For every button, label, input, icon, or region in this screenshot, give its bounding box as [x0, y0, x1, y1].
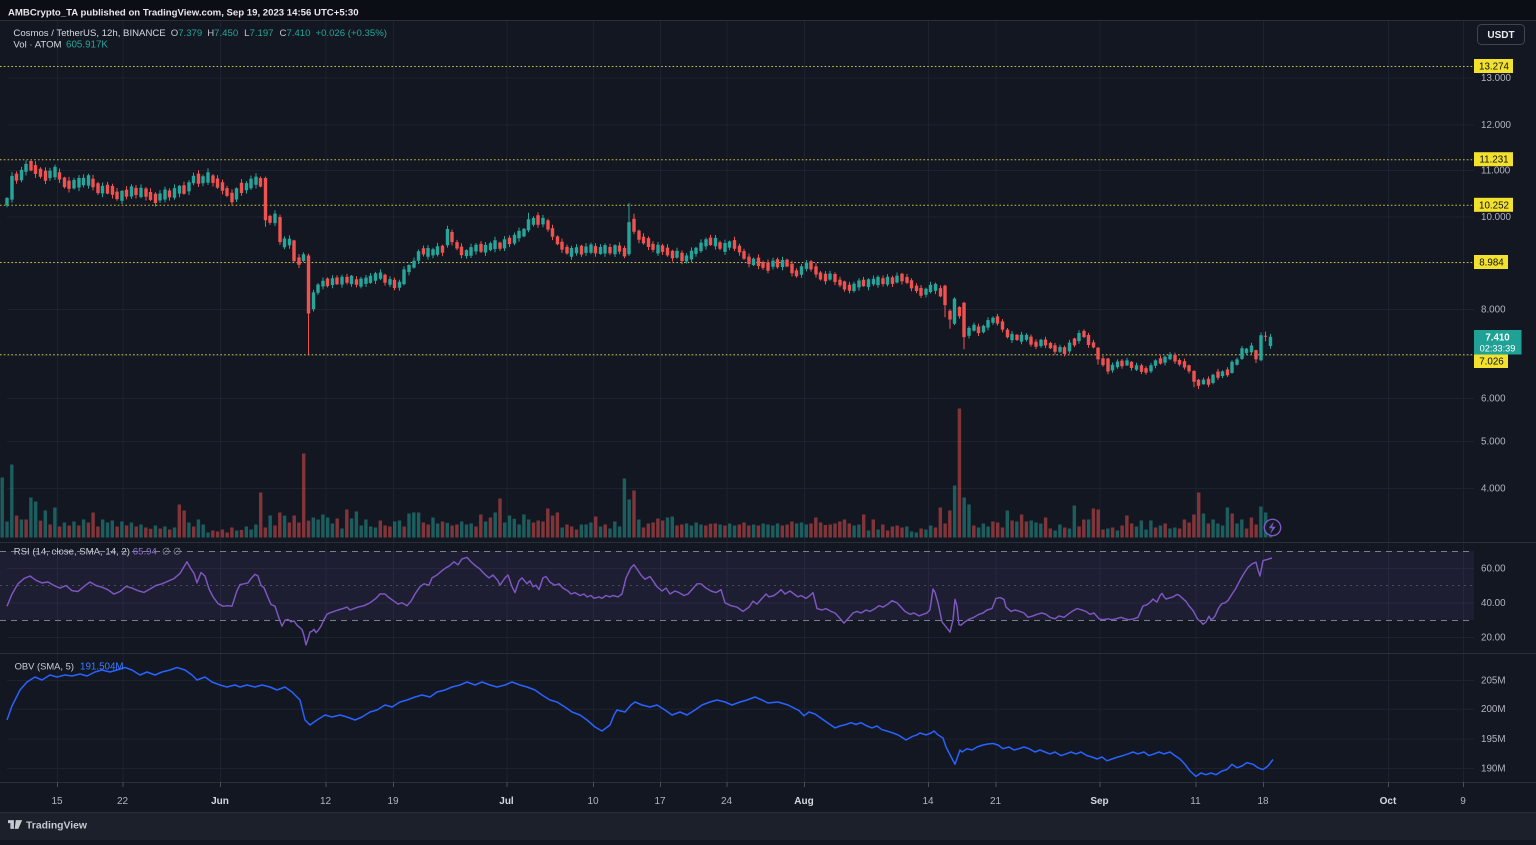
svg-text:8.000: 8.000 — [1481, 305, 1506, 316]
svg-text:Vol · ATOM: Vol · ATOM — [13, 40, 61, 51]
svg-text:24: 24 — [721, 796, 733, 807]
svg-text:20.00: 20.00 — [1481, 633, 1506, 644]
svg-text:10: 10 — [587, 796, 599, 807]
svg-text:OBV (SMA, 5): OBV (SMA, 5) — [15, 661, 74, 672]
svg-text:Jun: Jun — [211, 796, 229, 807]
svg-text:191.504M: 191.504M — [80, 662, 124, 673]
svg-text:60.00: 60.00 — [1481, 564, 1506, 575]
svg-text:12.000: 12.000 — [1481, 120, 1512, 131]
svg-text:21: 21 — [990, 796, 1002, 807]
svg-text:605.917K: 605.917K — [66, 40, 108, 51]
svg-text:195M: 195M — [1481, 734, 1506, 745]
svg-text:17: 17 — [654, 796, 666, 807]
svg-text:11: 11 — [1190, 796, 1201, 807]
svg-text:11.000: 11.000 — [1481, 166, 1511, 177]
svg-text:Cosmos / TetherUS, 12h, BINANC: Cosmos / TetherUS, 12h, BINANCE O7.379 H7.… — [13, 28, 387, 39]
svg-text:02:33:39: 02:33:39 — [1480, 344, 1516, 354]
svg-text:13.274: 13.274 — [1479, 62, 1510, 73]
svg-text:Jul: Jul — [499, 796, 514, 807]
svg-text:USDT: USDT — [1487, 30, 1514, 41]
svg-text:15: 15 — [51, 796, 63, 807]
svg-text:40.00: 40.00 — [1481, 598, 1506, 609]
svg-text:Oct: Oct — [1380, 796, 1397, 807]
svg-text:190M: 190M — [1481, 764, 1506, 775]
svg-text:65.94: 65.94 — [133, 547, 158, 558]
svg-text:4.000: 4.000 — [1481, 484, 1506, 495]
svg-text:18: 18 — [1257, 796, 1269, 807]
svg-text:200M: 200M — [1481, 704, 1506, 715]
svg-text:14: 14 — [922, 796, 934, 807]
svg-text:6.000: 6.000 — [1481, 394, 1506, 405]
svg-text:5.000: 5.000 — [1481, 437, 1506, 448]
svg-text:∅ ∅: ∅ ∅ — [162, 547, 181, 558]
svg-text:RSI (14, close, SMA, 14, 2): RSI (14, close, SMA, 14, 2) — [14, 547, 130, 558]
svg-text:Sep: Sep — [1090, 796, 1108, 807]
svg-text:10.000: 10.000 — [1481, 212, 1512, 223]
svg-text:9: 9 — [1460, 796, 1466, 807]
svg-text:12: 12 — [320, 796, 332, 807]
svg-text:7.026: 7.026 — [1479, 357, 1504, 368]
svg-text:AMBCrypto_TA published on Trad: AMBCrypto_TA published on TradingView.co… — [8, 7, 359, 18]
svg-text:205M: 205M — [1481, 676, 1506, 687]
svg-text:8.984: 8.984 — [1479, 258, 1504, 269]
svg-text:10.252: 10.252 — [1479, 200, 1509, 211]
svg-text:22: 22 — [117, 796, 129, 807]
svg-text:19: 19 — [387, 796, 399, 807]
svg-text:TradingView: TradingView — [26, 821, 88, 832]
svg-text:13.000: 13.000 — [1481, 73, 1512, 84]
svg-text:7.410: 7.410 — [1485, 333, 1509, 344]
svg-text:11.231: 11.231 — [1479, 155, 1508, 166]
svg-text:Aug: Aug — [794, 796, 813, 807]
